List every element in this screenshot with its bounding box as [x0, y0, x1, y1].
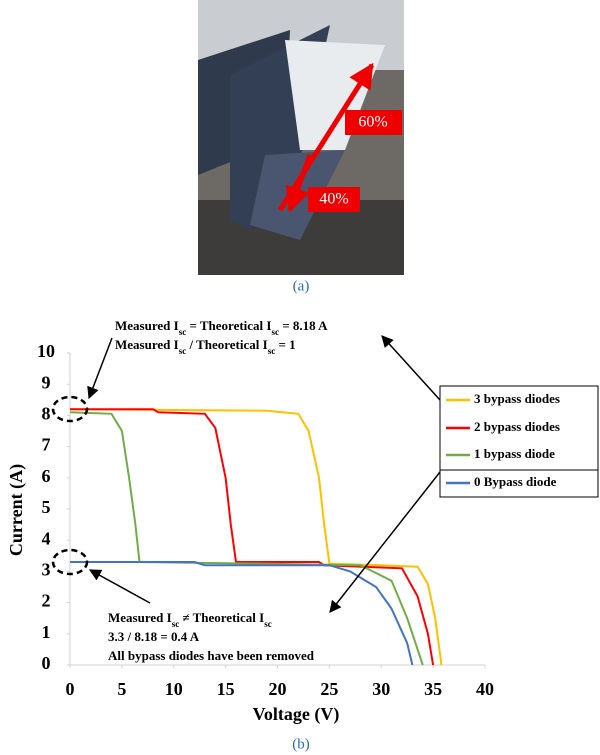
- line: [70, 561, 414, 666]
- x-tick-label: 40: [476, 679, 494, 699]
- annotation-text: Measured I: [115, 337, 179, 352]
- annotation-text: / Theoretical I: [186, 337, 268, 352]
- y-axis-label: Current (A): [6, 464, 27, 556]
- y-tick-label: 7: [42, 435, 51, 455]
- x-tick-label: 10: [165, 679, 183, 699]
- annotation: Measured Isc / Theoretical Isc = 1: [115, 337, 296, 356]
- annotation-text: = Theoretical I: [186, 318, 271, 333]
- y-tick-label: 4: [42, 528, 51, 548]
- line: [70, 408, 435, 666]
- annotation-text: = 1: [275, 337, 295, 352]
- y-tick-label: 9: [42, 372, 51, 392]
- x-axis-label: Voltage (V): [253, 704, 340, 725]
- x-tick-label: 15: [217, 679, 235, 699]
- caption: (a): [293, 278, 310, 294]
- y-tick-label: 3: [42, 560, 51, 580]
- y-tick-label: 8: [42, 404, 51, 424]
- x-tick-label: 30: [372, 679, 390, 699]
- photo-label: 60%: [358, 114, 387, 131]
- x-tick-label: 35: [424, 679, 442, 699]
- annotation: Measured Isc = Theoretical Isc = 8.18 A: [115, 318, 328, 337]
- caption: (b): [292, 736, 310, 752]
- arrow: [381, 335, 441, 401]
- annotation-text: sc: [268, 346, 276, 356]
- annotation: 3.3 / 8.18 = 0.4 A: [108, 629, 200, 644]
- annotation-text: sc: [264, 619, 272, 629]
- highlight: [51, 395, 89, 423]
- highlight: [51, 548, 89, 576]
- y-tick-label: 1: [42, 622, 51, 642]
- annotation-text: Measured I: [115, 318, 179, 333]
- annotation: Measured Isc ≠ Theoretical Isc: [108, 610, 272, 629]
- photo: 60% 40%: [198, 0, 404, 275]
- annotation-text: sc: [271, 327, 279, 337]
- y-tick-label: 5: [42, 497, 51, 517]
- annotation-text: 3.3 / 8.18 = 0.4 A: [108, 629, 200, 644]
- annotation-text: ≠ Theoretical I: [179, 610, 264, 625]
- y-tick-label: 0: [42, 653, 51, 673]
- x-tick-label: 5: [117, 679, 126, 699]
- annotation-text: All bypass diodes have been removed: [108, 648, 315, 663]
- x-tick-label: 25: [320, 679, 338, 699]
- y-tick-label: 10: [37, 341, 55, 361]
- annotation-text: sc: [172, 619, 180, 629]
- arrow: [87, 337, 113, 400]
- legend-label: 1 bypass diode: [474, 446, 555, 461]
- arrow: [329, 471, 441, 613]
- annotation-text: sc: [179, 346, 187, 356]
- legend-label: 0 Bypass diode: [474, 474, 557, 489]
- legend-label: 2 bypass diodes: [474, 419, 560, 434]
- annotations: Measured Isc = Theoretical Isc = 8.18 AM…: [108, 318, 328, 663]
- line: [69, 411, 424, 666]
- x-tick-label: 20: [269, 679, 287, 699]
- y-tick-label: 6: [42, 466, 51, 486]
- annotation-text: sc: [179, 327, 187, 337]
- line: [69, 408, 443, 666]
- annotation-text: = 8.18 A: [279, 318, 328, 333]
- annotation: All bypass diodes have been removed: [108, 648, 315, 663]
- photo-label: 40%: [319, 191, 348, 208]
- legend: 3 bypass diodes 2 bypass diodes 1 bypass d…: [446, 391, 560, 489]
- annotation-text: Measured I: [108, 610, 172, 625]
- y-tick-label: 2: [42, 591, 51, 611]
- legend-label: 3 bypass diodes: [474, 391, 560, 406]
- plot: 0 1 2 3 4 5 6 7 8 9 10 0 5 10 15 20 25 30 35 40: [37, 341, 494, 699]
- arrow: [88, 569, 151, 604]
- x-tick-label: 0: [66, 679, 75, 699]
